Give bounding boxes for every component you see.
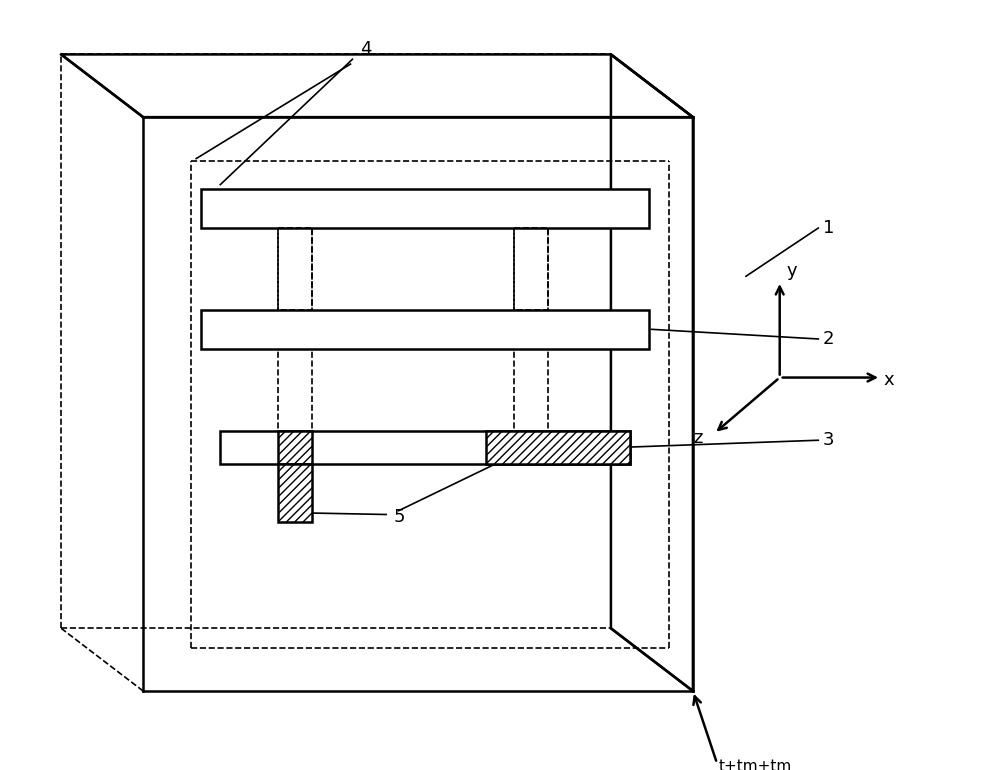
Bar (220, 430, 630, 464)
Text: x: x (884, 371, 894, 390)
Text: 3: 3 (823, 431, 835, 449)
Text: 5: 5 (394, 508, 405, 526)
Polygon shape (61, 55, 693, 117)
Bar (278, 464, 312, 522)
Text: y: y (786, 263, 797, 280)
Text: z: z (693, 429, 702, 447)
Bar (201, 310, 649, 349)
Text: 2: 2 (823, 330, 835, 348)
Bar (201, 189, 649, 228)
Polygon shape (143, 117, 693, 691)
Polygon shape (611, 55, 693, 691)
Bar (278, 430, 312, 464)
Text: 1: 1 (823, 219, 834, 237)
Text: 4: 4 (360, 41, 372, 59)
Bar (486, 430, 630, 464)
Text: t+tm+tm: t+tm+tm (719, 759, 792, 770)
